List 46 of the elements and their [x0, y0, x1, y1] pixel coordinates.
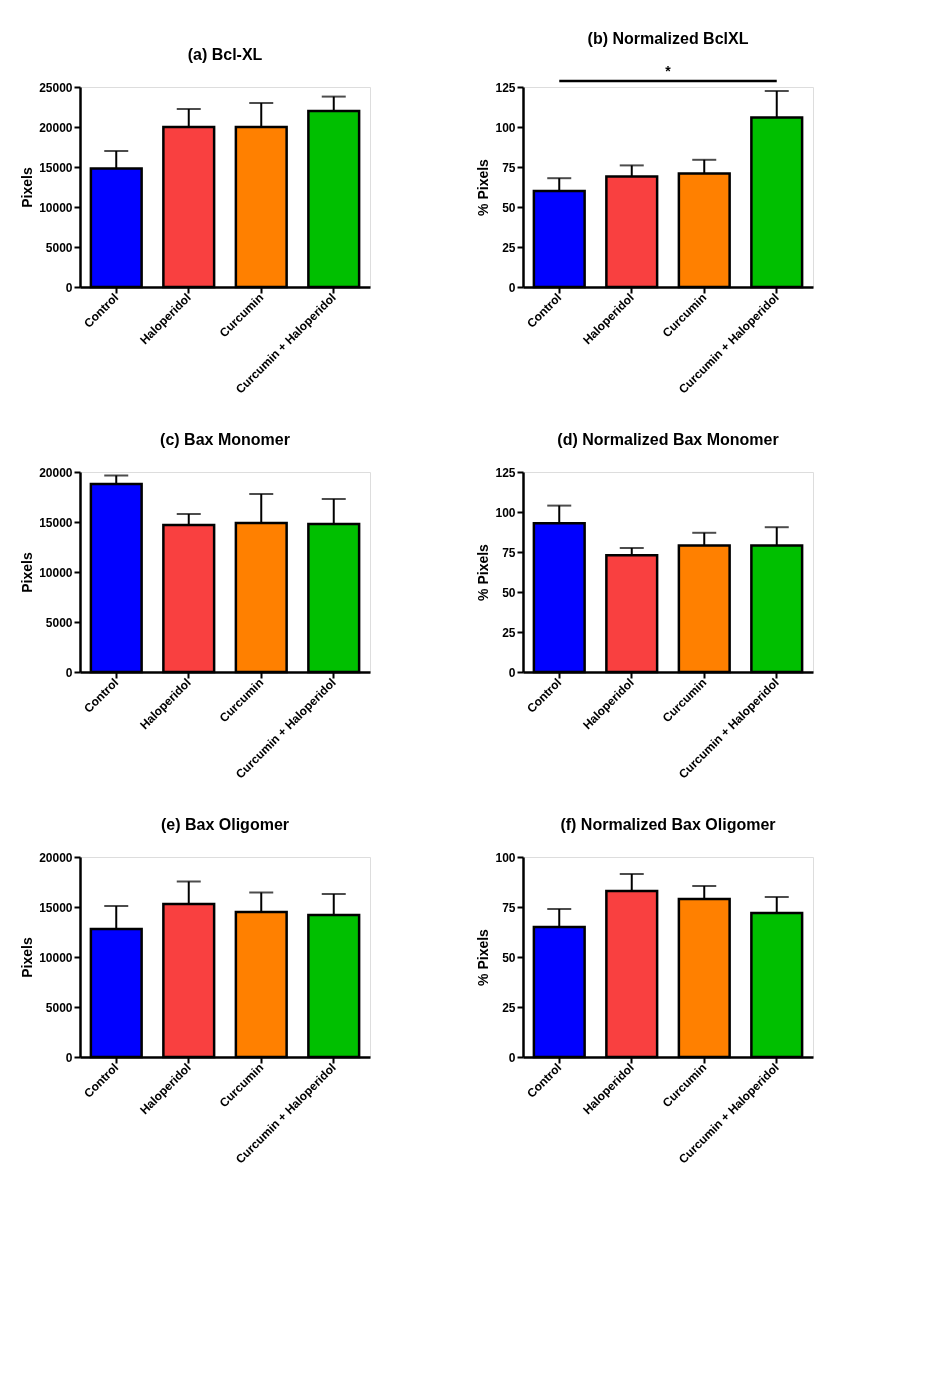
chart-title: (e) Bax Oligomer [160, 816, 290, 833]
y-tick-label: 20000 [39, 120, 73, 135]
y-tick-label: 15000 [39, 900, 73, 915]
text: * [665, 63, 672, 79]
y-tick-label: 0 [65, 665, 73, 680]
y-tick-label: 75 [502, 900, 516, 915]
y-tick-label: 5000 [45, 1000, 73, 1015]
y-tick-label: 20000 [39, 465, 73, 480]
y-tick-label: 50 [502, 585, 516, 600]
y-axis-title: % Pixels [475, 928, 492, 986]
y-tick-label: 0 [508, 280, 516, 295]
y-tick-label: 125 [495, 80, 516, 95]
y-axis-title: % Pixels [475, 158, 492, 216]
y-tick-label: 20000 [39, 850, 73, 865]
y-tick-label: 50 [502, 950, 516, 965]
y-axis-title: Pixels [19, 167, 36, 208]
y-tick-label: 10000 [39, 200, 73, 215]
y-tick-label: 50 [502, 200, 516, 215]
y-tick-label: 15000 [39, 160, 73, 175]
y-tick-label: 100 [495, 850, 516, 865]
y-axis-title: % Pixels [475, 543, 492, 601]
y-tick-label: 0 [508, 665, 516, 680]
y-tick-label: 100 [495, 120, 516, 135]
y-tick-label: 0 [65, 1050, 73, 1065]
y-tick-label: 125 [495, 465, 516, 480]
chart-title: (b) Normalized BclXL [587, 30, 749, 47]
chart-title: (c) Bax Monomer [160, 431, 290, 448]
chart-title: (a) Bcl-XL [187, 46, 263, 63]
y-tick-label: 5000 [45, 615, 73, 630]
y-tick-label: 75 [502, 160, 516, 175]
y-tick-label: 10000 [39, 565, 73, 580]
y-tick-label: 5000 [45, 240, 73, 255]
y-tick-label: 25000 [39, 80, 73, 95]
y-tick-label: 15000 [39, 515, 73, 530]
chart-title: (d) Normalized Bax Monomer [557, 431, 779, 448]
y-tick-label: 0 [65, 280, 73, 295]
y-tick-label: 100 [495, 505, 516, 520]
y-tick-label: 25 [502, 1000, 516, 1015]
chart-title: (f) Normalized Bax Oligomer [560, 816, 776, 833]
y-tick-label: 10000 [39, 950, 73, 965]
y-axis-title: Pixels [19, 937, 36, 978]
y-tick-label: 0 [508, 1050, 516, 1065]
y-axis-title: Pixels [19, 552, 36, 593]
y-tick-label: 25 [502, 240, 516, 255]
y-tick-label: 75 [502, 545, 516, 560]
y-tick-label: 25 [502, 625, 516, 640]
